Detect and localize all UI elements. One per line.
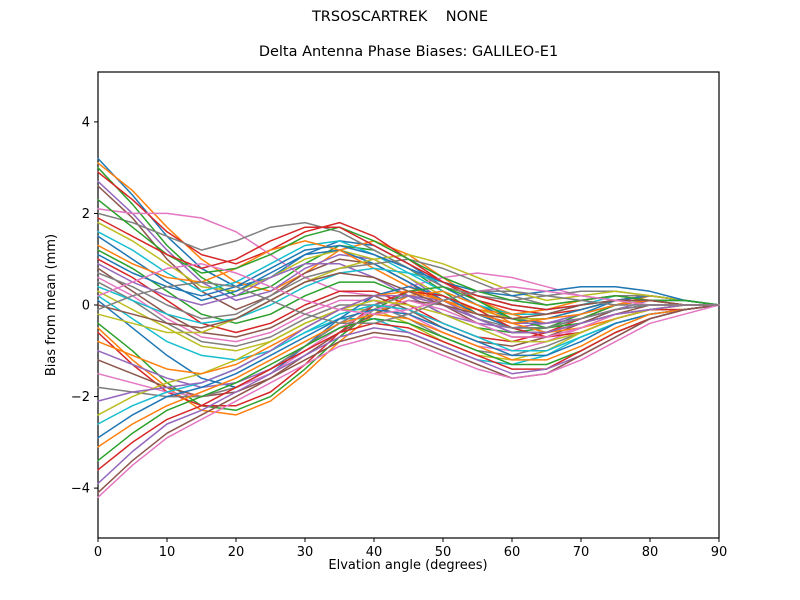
x-tick-label: 30 bbox=[297, 545, 314, 560]
x-tick-label: 60 bbox=[504, 545, 521, 560]
y-tick-label: 0 bbox=[82, 299, 90, 314]
x-tick-label: 40 bbox=[366, 545, 383, 560]
series-line-line-37 bbox=[97, 304, 720, 499]
figure-suptitle: TRSOSCARTREK NONE bbox=[311, 9, 489, 25]
x-tick-label: 90 bbox=[711, 545, 728, 560]
x-axis-label: Elvation angle (degrees) bbox=[328, 558, 487, 573]
series-line-line-32 bbox=[97, 304, 720, 448]
x-tick-label: 80 bbox=[642, 545, 659, 560]
x-tick-label: 50 bbox=[435, 545, 452, 560]
axes-title: Delta Antenna Phase Biases: GALILEO-E1 bbox=[258, 44, 559, 60]
y-tick-label: −4 bbox=[71, 482, 90, 497]
x-tick-label: 70 bbox=[573, 545, 590, 560]
x-tick-label: 10 bbox=[159, 545, 176, 560]
y-tick-label: −2 bbox=[71, 390, 90, 405]
series-line-line-43 bbox=[97, 198, 720, 306]
y-tick-label: 2 bbox=[82, 207, 90, 222]
x-tick-label: 0 bbox=[94, 545, 102, 560]
series-line-line-45 bbox=[97, 295, 720, 402]
series-line-line-47 bbox=[97, 263, 720, 315]
series-line-line-29 bbox=[97, 299, 720, 416]
series-line-line-41 bbox=[97, 244, 720, 306]
y-axis: −4 −2 0 2 4 bbox=[71, 115, 98, 497]
series-line-line-34 bbox=[97, 304, 720, 471]
series-line-line-48 bbox=[97, 281, 720, 325]
x-axis: 0 10 20 30 40 50 60 70 80 90 bbox=[94, 538, 727, 560]
y-tick-label: 4 bbox=[82, 115, 90, 130]
series-line-line-39 bbox=[97, 253, 720, 334]
series-line-line-36 bbox=[97, 304, 720, 494]
series-group bbox=[97, 157, 720, 499]
y-axis-label: Bias from mean (mm) bbox=[44, 234, 59, 376]
x-tick-label: 20 bbox=[228, 545, 245, 560]
